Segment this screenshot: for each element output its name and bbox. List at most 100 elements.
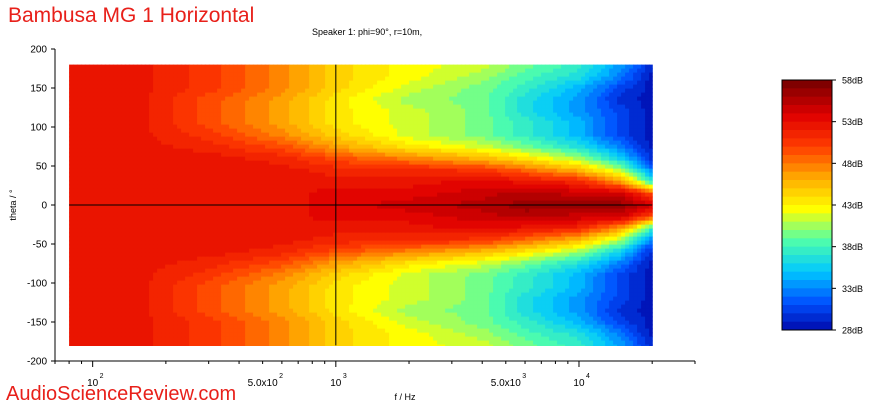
heatmap-cell xyxy=(261,213,266,218)
heatmap-cell xyxy=(341,85,346,90)
heatmap-cell xyxy=(289,137,294,142)
heatmap-cell xyxy=(293,149,298,154)
heatmap-cell xyxy=(181,329,186,334)
heatmap-cell xyxy=(157,177,162,182)
heatmap-cell xyxy=(297,77,302,82)
heatmap-cell xyxy=(153,317,158,322)
heatmap-cell xyxy=(337,305,342,310)
heatmap-cell xyxy=(201,217,206,222)
heatmap-cell xyxy=(233,169,238,174)
heatmap-cell xyxy=(209,265,214,270)
heatmap-cell xyxy=(205,77,210,82)
heatmap-cell xyxy=(269,217,274,222)
heatmap-cell xyxy=(237,325,242,330)
heatmap-cell xyxy=(197,101,202,106)
heatmap-cell xyxy=(257,169,262,174)
heatmap-cell xyxy=(345,337,350,342)
heatmap-cell xyxy=(281,157,286,162)
heatmap-cell xyxy=(101,309,106,314)
heatmap-cell xyxy=(213,221,218,226)
heatmap-cell xyxy=(113,281,118,286)
heatmap-cell xyxy=(337,337,342,342)
heatmap-cell xyxy=(337,309,342,314)
heatmap-cell xyxy=(145,289,150,294)
heatmap-cell xyxy=(305,253,310,258)
heatmap-cell xyxy=(145,69,150,74)
heatmap-cell xyxy=(209,257,214,262)
heatmap-cell xyxy=(297,257,302,262)
heatmap-cell xyxy=(269,101,274,106)
heatmap-cell xyxy=(253,113,258,118)
heatmap-cell xyxy=(77,305,82,310)
heatmap-cell xyxy=(153,129,158,134)
heatmap-cell xyxy=(249,117,254,122)
heatmap-cell xyxy=(221,161,226,166)
heatmap-cell xyxy=(73,225,78,230)
heatmap-cell xyxy=(293,273,298,278)
heatmap-cell xyxy=(129,261,134,266)
heatmap-cell xyxy=(217,105,222,110)
heatmap-cell xyxy=(269,309,274,314)
heatmap-cell xyxy=(337,89,342,94)
heatmap-cell xyxy=(173,269,178,274)
heatmap-cell xyxy=(97,289,102,294)
heatmap-cell xyxy=(321,77,326,82)
heatmap-cell xyxy=(221,273,226,278)
heatmap-cell xyxy=(245,341,250,346)
heatmap-cell xyxy=(173,345,178,346)
heatmap-cell xyxy=(321,209,326,214)
heatmap-cell xyxy=(165,321,170,326)
heatmap-cell xyxy=(217,217,222,222)
heatmap-cell xyxy=(257,281,262,286)
heatmap-cell xyxy=(217,129,222,134)
heatmap-cell xyxy=(341,73,346,78)
heatmap-cell xyxy=(109,249,114,254)
heatmap-cell xyxy=(113,297,118,302)
heatmap-cell xyxy=(225,289,230,294)
heatmap-cell xyxy=(129,185,134,190)
heatmap-cell xyxy=(189,253,194,258)
heatmap-cell xyxy=(173,209,178,214)
heatmap-cell xyxy=(141,241,146,246)
heatmap-cell xyxy=(265,301,270,306)
heatmap-cell xyxy=(181,157,186,162)
heatmap-cell xyxy=(265,305,270,310)
heatmap-cell xyxy=(329,121,334,126)
heatmap-cell xyxy=(233,325,238,330)
heatmap-cell xyxy=(237,145,242,150)
heatmap-cell xyxy=(149,137,154,142)
heatmap-cell xyxy=(77,89,82,94)
heatmap-cell xyxy=(177,253,182,258)
heatmap-cell xyxy=(237,153,242,158)
heatmap-cell xyxy=(257,185,262,190)
heatmap-cell xyxy=(149,305,154,310)
heatmap-cell xyxy=(93,117,98,122)
heatmap-cell xyxy=(245,301,250,306)
heatmap-cell xyxy=(229,193,234,198)
heatmap-cell xyxy=(301,305,306,310)
heatmap-cell xyxy=(77,105,82,110)
heatmap-cell xyxy=(153,281,158,286)
heatmap-cell xyxy=(273,157,278,162)
heatmap-cell xyxy=(73,321,78,326)
heatmap-cell xyxy=(257,129,262,134)
heatmap-cell xyxy=(189,109,194,114)
heatmap-cell xyxy=(105,125,110,130)
heatmap-cell xyxy=(165,81,170,86)
heatmap-cell xyxy=(285,237,290,242)
heatmap-cell xyxy=(185,317,190,322)
heatmap-cell xyxy=(205,293,210,298)
heatmap-cell xyxy=(153,261,158,266)
heatmap-cell xyxy=(265,281,270,286)
heatmap-cell xyxy=(261,145,266,150)
heatmap-cell xyxy=(149,133,154,138)
heatmap-cell xyxy=(181,153,186,158)
heatmap-cell xyxy=(237,297,242,302)
heatmap-cell xyxy=(345,217,350,222)
heatmap-cell xyxy=(205,253,210,258)
heatmap-cell xyxy=(113,313,118,318)
heatmap-cell xyxy=(125,117,130,122)
heatmap-cell xyxy=(213,273,218,278)
heatmap-cell xyxy=(101,301,106,306)
heatmap-cell xyxy=(113,77,118,82)
